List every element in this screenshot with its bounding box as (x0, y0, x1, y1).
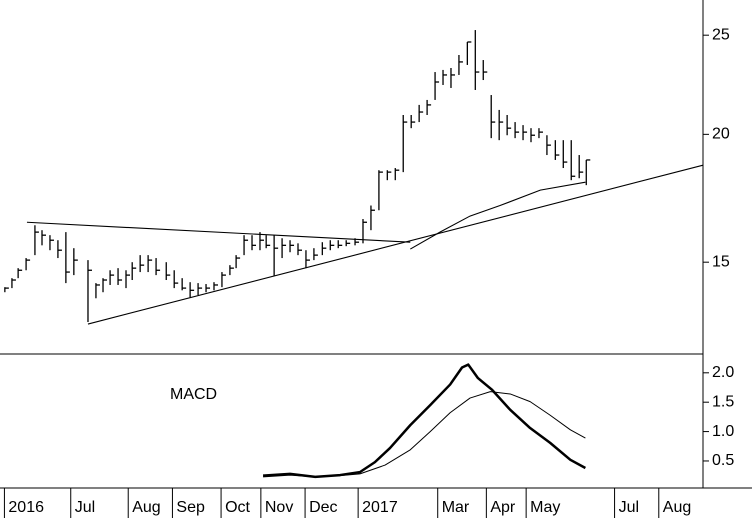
panel-label: MACD (170, 386, 217, 403)
y-tick-label: 20 (712, 126, 730, 143)
x-tick-label: Nov (265, 499, 293, 516)
trend-line (26, 221, 411, 243)
x-tick-label: Apr (490, 499, 516, 516)
y-tick-label: 0.5 (712, 452, 734, 469)
x-tick-label: Aug (132, 499, 160, 516)
x-tick-label: Sep (176, 499, 205, 516)
x-tick-label: Aug (663, 499, 691, 516)
x-tick-label: Jul (619, 499, 639, 516)
series-line (263, 391, 586, 478)
series-line (262, 363, 586, 479)
y-tick-label: 15 (712, 253, 730, 270)
x-tick-label: Mar (442, 499, 470, 516)
x-tick-label: May (530, 499, 560, 516)
x-tick-label: 2016 (8, 499, 44, 516)
y-tick-label: 25 (712, 26, 730, 43)
y-tick-label: 1.5 (712, 393, 734, 410)
x-tick-label: Jul (75, 499, 95, 516)
x-tick-label: 2017 (362, 499, 398, 516)
trend-line (410, 181, 586, 250)
y-tick-label: 2.0 (712, 364, 734, 381)
x-tick-label: Oct (225, 499, 250, 516)
trend-line (87, 164, 704, 325)
y-tick-label: 1.0 (712, 423, 734, 440)
x-tick-label: Dec (309, 499, 337, 516)
